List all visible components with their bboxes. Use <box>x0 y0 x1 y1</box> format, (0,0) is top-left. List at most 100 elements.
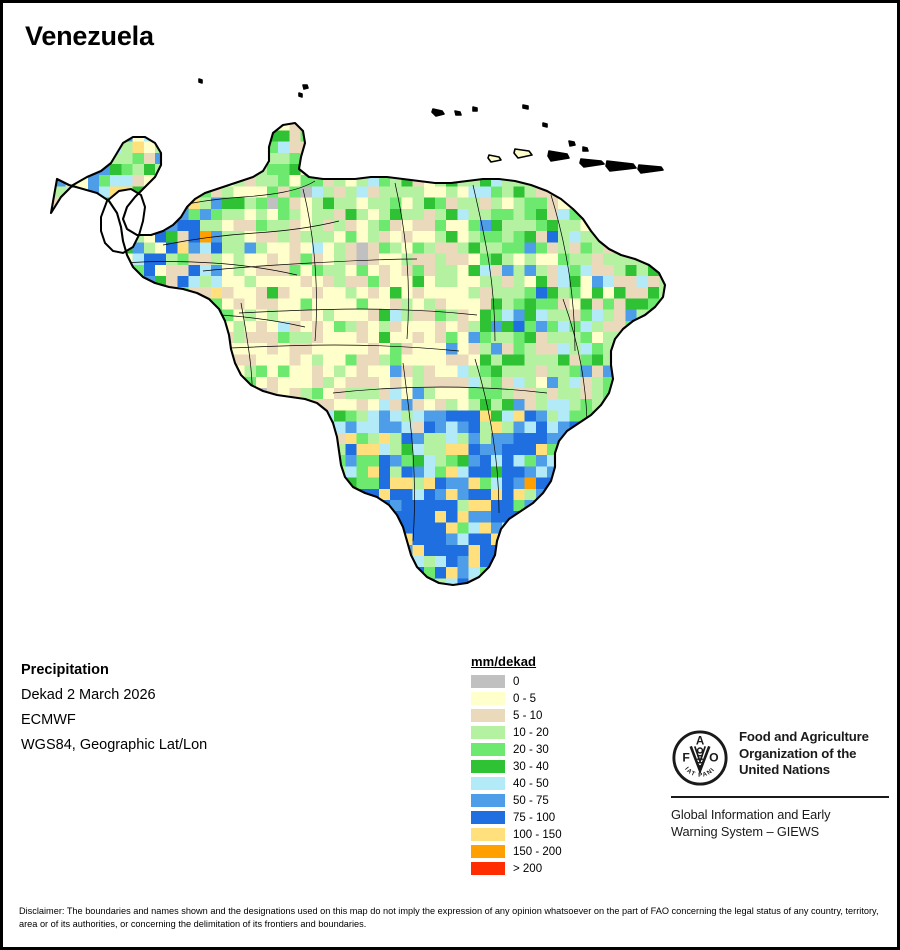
raster-cell <box>99 601 111 613</box>
raster-cell <box>211 399 223 411</box>
raster-cell <box>435 242 447 254</box>
raster-cell <box>535 556 548 568</box>
raster-cell <box>513 276 525 288</box>
raster-cell <box>278 365 290 378</box>
raster-cell <box>278 522 290 534</box>
raster-cell <box>547 455 559 467</box>
raster-cell <box>592 612 604 624</box>
raster-cell <box>255 152 268 165</box>
raster-cell <box>659 444 665 456</box>
raster-cell <box>76 130 89 142</box>
raster-cell <box>502 590 514 602</box>
raster-cell <box>88 601 100 613</box>
raster-cell <box>647 320 660 333</box>
raster-cell <box>435 208 447 221</box>
raster-cell <box>244 186 257 198</box>
raster-cell <box>502 399 514 411</box>
raster-cell <box>244 556 257 568</box>
raster-cell <box>356 253 369 266</box>
raster-cell <box>681 198 693 210</box>
raster-cell <box>491 253 503 266</box>
raster-cell <box>513 231 525 243</box>
raster-cell <box>278 590 290 602</box>
map-canvas[interactable] <box>3 63 897 633</box>
raster-cell <box>233 320 245 333</box>
raster-cell <box>177 343 189 355</box>
raster-cell <box>155 264 167 277</box>
raster-cell <box>468 152 481 165</box>
raster-cell <box>222 477 234 490</box>
raster-cell <box>356 320 369 333</box>
raster-cell <box>670 377 682 389</box>
raster-cell <box>132 298 145 310</box>
raster-cell <box>289 309 301 322</box>
raster-cell <box>536 590 548 602</box>
raster-cell <box>110 320 122 333</box>
raster-cell <box>65 544 77 557</box>
raster-cell <box>659 421 665 434</box>
raster-cell <box>592 590 604 602</box>
raster-cell <box>311 477 324 490</box>
raster-cell <box>591 500 604 512</box>
raster-cell <box>155 410 167 422</box>
raster-cell <box>367 466 380 478</box>
raster-cell <box>233 533 245 546</box>
raster-cell <box>267 567 279 579</box>
raster-cell <box>647 522 660 534</box>
raster-cell <box>110 444 122 456</box>
admin-boundary <box>402 362 415 542</box>
raster-cell <box>188 343 201 355</box>
raster-cell <box>267 231 279 243</box>
raster-cell <box>132 399 145 411</box>
raster-cell <box>143 578 156 585</box>
raster-cell <box>547 365 559 378</box>
raster-cell <box>535 578 548 585</box>
raster-cell <box>356 343 369 355</box>
raster-cell <box>76 477 89 490</box>
raster-cell <box>379 567 391 579</box>
raster-cell <box>54 533 66 546</box>
raster-cell <box>166 175 178 187</box>
raster-cell <box>569 601 581 613</box>
raster-cell <box>693 186 705 198</box>
raster-cell <box>345 320 357 333</box>
raster-cell <box>603 376 615 389</box>
raster-cell <box>177 612 189 624</box>
raster-cell <box>132 332 145 344</box>
raster-cell <box>390 388 402 400</box>
raster-cell <box>502 556 514 568</box>
raster-cell <box>233 186 245 198</box>
raster-cell <box>670 209 682 221</box>
raster-cell <box>569 354 581 366</box>
raster-cell <box>177 544 189 557</box>
raster-cell <box>670 142 682 154</box>
raster-cell <box>524 320 537 333</box>
raster-cell <box>65 287 77 299</box>
raster-cell <box>401 488 413 501</box>
raster-cell <box>659 488 665 501</box>
raster-cell <box>199 231 212 243</box>
raster-cell <box>76 410 89 422</box>
raster-cell <box>87 343 100 355</box>
raster-cell <box>166 533 178 546</box>
raster-cell <box>379 276 391 288</box>
raster-cell <box>323 601 335 613</box>
raster-cell <box>110 399 122 411</box>
precipitation-map[interactable] <box>3 63 897 633</box>
raster-cell <box>513 466 525 478</box>
raster-cell <box>379 264 391 277</box>
raster-cell <box>244 488 257 501</box>
raster-cell <box>670 410 682 422</box>
raster-cell <box>244 208 257 221</box>
raster-cell <box>211 488 223 501</box>
raster-cell <box>423 186 436 198</box>
raster-cell <box>367 556 380 568</box>
raster-cell <box>379 388 391 400</box>
raster-cell <box>99 567 111 579</box>
raster-cell <box>166 298 178 310</box>
raster-cell <box>592 601 604 613</box>
raster-cell <box>300 220 313 232</box>
raster-cell <box>681 444 693 456</box>
raster-cell <box>580 533 593 546</box>
raster-cell <box>76 567 89 579</box>
